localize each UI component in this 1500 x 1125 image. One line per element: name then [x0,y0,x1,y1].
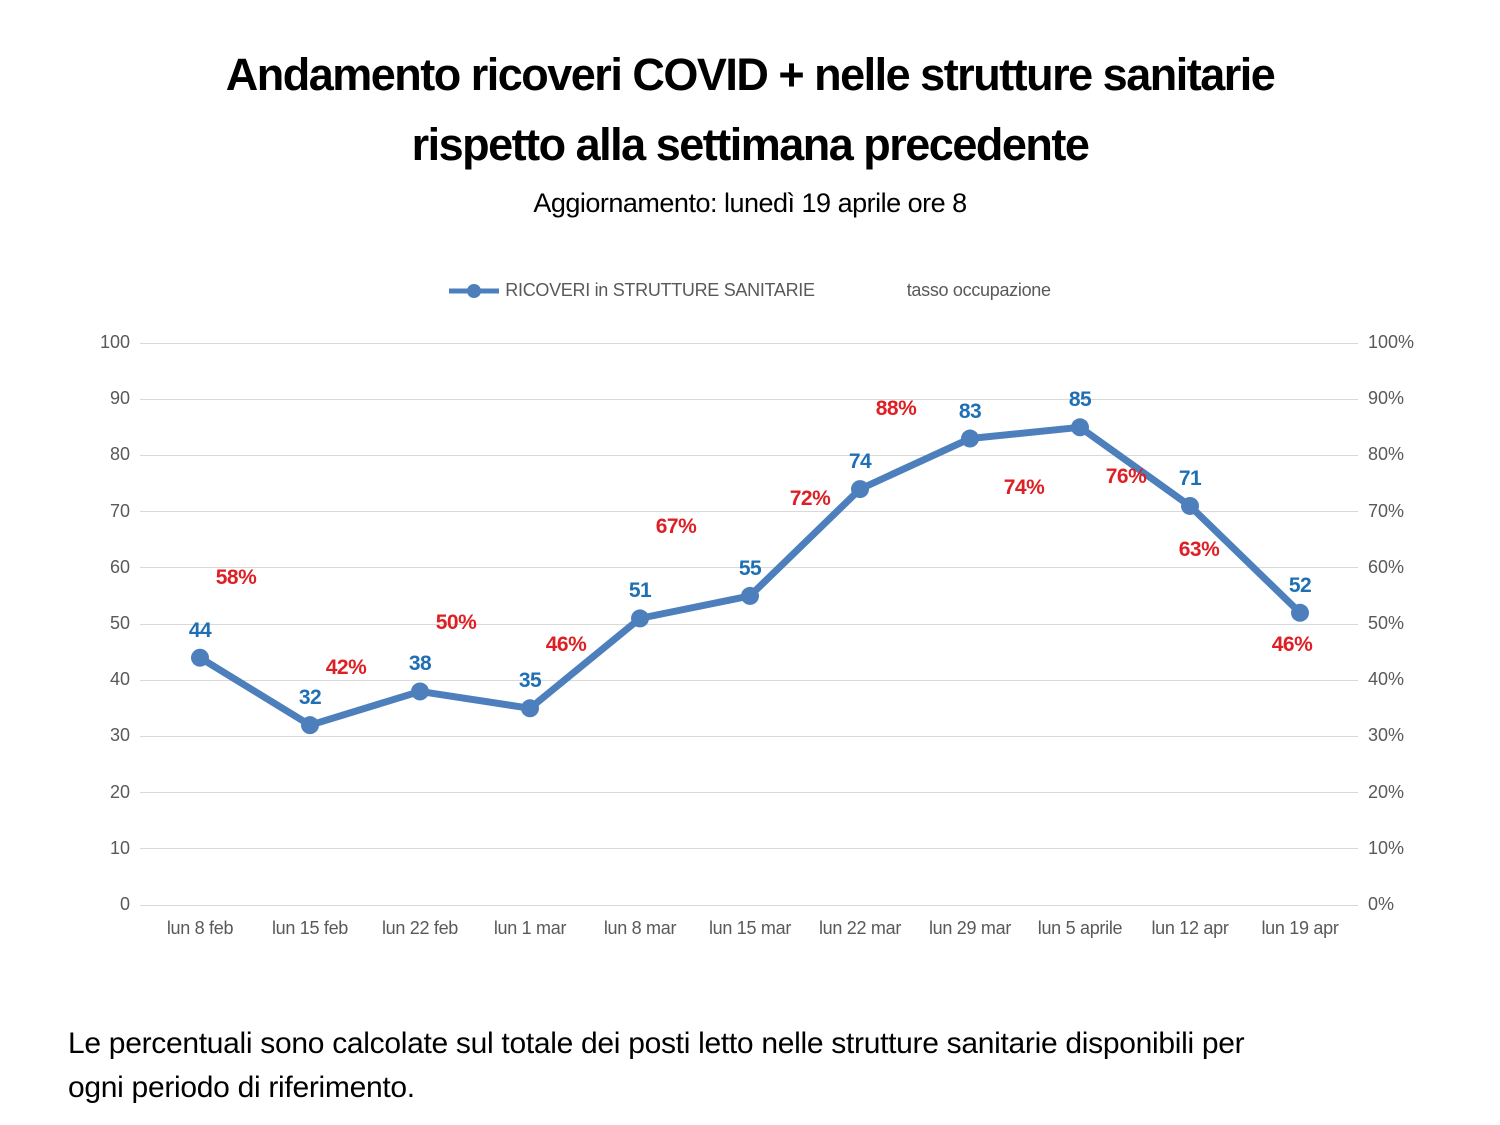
ricoveri-value-label: 51 [628,579,652,603]
y-axis-right-tick-label: 60% [1368,556,1405,577]
chart-title-line-1: Andamento ricoveri COVID + nelle struttu… [225,49,1276,100]
y-axis-left-tick-label: 20 [109,781,130,802]
x-axis-tick-label: lun 5 aprile [1037,918,1123,938]
y-axis-left-tick-label: 60 [109,556,130,577]
data-point-marker [411,682,429,701]
legend-label-tasso: tasso occupazione [906,280,1051,300]
gridline [140,792,1358,794]
y-axis-left-tick-label: 10 [109,837,130,858]
chart-title-block: Andamento ricoveri COVID + nelle struttu… [0,40,1500,219]
ricoveri-value-label: 55 [738,556,762,580]
gridline [140,511,1358,513]
gridline [140,904,1358,906]
gridline [140,848,1358,850]
tasso-occupazione-label: 42% [325,655,367,679]
tasso-occupazione-label: 50% [435,611,477,634]
x-axis-tick-label: lun 15 feb [271,918,349,938]
tasso-occupazione-label: 46% [1271,633,1313,657]
data-point-marker [1291,603,1309,622]
y-axis-left-tick-label: 50 [109,613,130,633]
tasso-occupazione-label: 74% [1003,476,1045,500]
data-point-marker [521,699,539,718]
legend-label-ricoveri: RICOVERI in STRUTTURE SANITARIE [505,280,815,300]
gridline [140,735,1358,737]
y-axis-right-tick-label: 0% [1368,894,1395,914]
data-point-marker [741,586,759,605]
data-point-marker [851,480,869,499]
x-axis-tick-label: lun 22 feb [381,918,459,938]
ricoveri-value-label: 38 [408,652,432,676]
ricoveri-value-label: 32 [298,686,322,710]
y-axis-right-tick-label: 20% [1368,781,1405,802]
footnote-line-1: Le percentuali sono calcolate sul totale… [68,1027,1245,1060]
y-axis-right-tick-label: 70% [1368,500,1405,521]
y-axis-left-tick-label: 30 [109,725,130,746]
gridline [140,679,1358,681]
x-axis-tick-label: lun 1 mar [493,918,567,938]
x-axis-tick-label: lun 15 mar [708,918,792,938]
x-axis-tick-label: lun 12 apr [1151,918,1229,938]
ricoveri-value-label: 35 [518,669,542,693]
tasso-occupazione-label: 58% [215,566,257,590]
x-axis-tick-label: lun 22 mar [818,918,902,938]
gridline [140,398,1358,400]
data-point-marker [301,716,319,735]
ricoveri-value-label: 71 [1178,466,1202,490]
legend-item-ricoveri: RICOVERI in STRUTTURE SANITARIE [449,280,815,301]
gridline [140,623,1358,625]
gridline [140,454,1358,456]
tasso-occupazione-label: 67% [655,515,697,539]
footnote-text: Le percentuali sono calcolate sul totale… [68,1022,1468,1110]
chart-subtitle: Aggiornamento: lunedì 19 aprile ore 8 [533,188,967,218]
tasso-occupazione-label: 76% [1105,464,1147,488]
legend-line-marker-icon [449,283,500,298]
ricoveri-value-label: 83 [958,399,982,423]
data-point-marker [1071,418,1089,437]
ricoveri-value-label: 44 [188,618,212,642]
ricoveri-value-label: 74 [848,450,872,474]
chart-title-line-2: rispetto alla settimana precedente [411,119,1090,170]
x-axis-tick-label: lun 19 apr [1261,918,1339,938]
y-axis-right-tick-label: 100% [1368,332,1415,352]
y-axis-right-tick-label: 30% [1368,725,1405,746]
data-point-marker [631,609,649,628]
y-axis-left-tick-label: 40 [109,669,130,690]
y-axis-left-tick-label: 0 [119,894,130,914]
y-axis-left-tick-label: 100 [99,332,130,352]
y-axis-right-tick-label: 50% [1368,613,1405,633]
x-axis-tick-label: lun 8 mar [603,918,677,938]
y-axis-left-tick-label: 90 [109,388,130,409]
tasso-occupazione-label: 63% [1178,537,1220,561]
y-axis-right-tick-label: 90% [1368,388,1405,409]
gridline [140,342,1358,344]
footnote-line-2: ogni periodo di riferimento. [68,1071,415,1104]
y-axis-left-tick-label: 70 [109,500,130,521]
y-axis-left-tick-label: 80 [109,444,130,465]
x-axis-tick-label: lun 8 feb [166,918,234,938]
tasso-occupazione-label: 46% [545,633,587,657]
ricoveri-value-label: 52 [1288,573,1312,597]
chart-legend: RICOVERI in STRUTTURE SANITARIE tasso oc… [0,280,1500,301]
data-point-marker [961,429,979,448]
y-axis-right-tick-label: 10% [1368,837,1405,858]
tasso-occupazione-label: 88% [875,397,917,421]
x-axis-tick-label: lun 29 mar [928,918,1012,938]
gridline [140,567,1358,569]
data-point-marker [1181,496,1199,515]
tasso-occupazione-label: 72% [789,487,831,511]
ricoveri-value-label: 85 [1068,388,1092,412]
data-point-marker [191,648,209,667]
legend-item-tasso: tasso occupazione [907,280,1051,301]
y-axis-right-tick-label: 40% [1368,669,1405,690]
y-axis-right-tick-label: 80% [1368,444,1405,465]
